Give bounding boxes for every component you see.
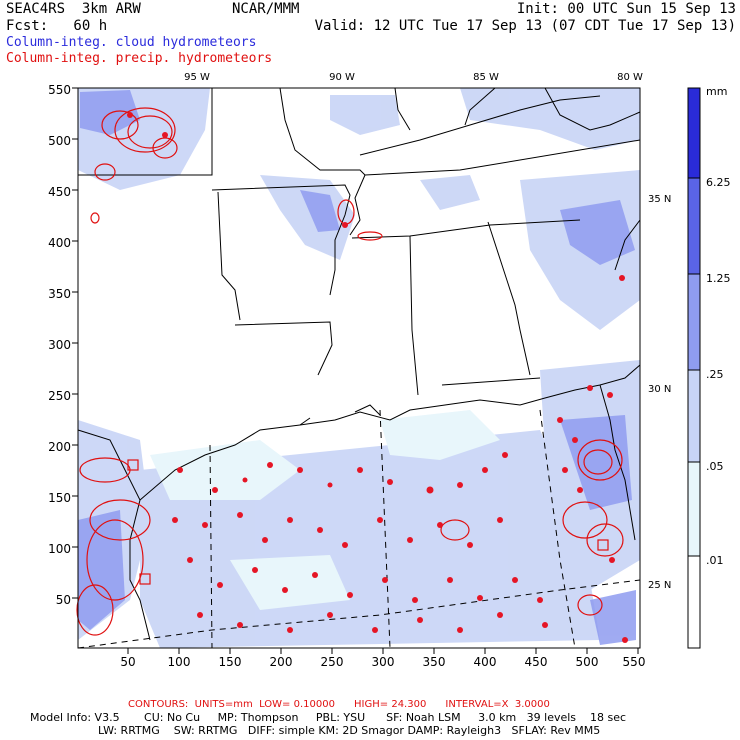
axis-ticks	[72, 87, 639, 654]
colorbar-unit: mm	[706, 85, 727, 98]
y-tick-label: 250	[48, 389, 71, 403]
x-tick-label: 100	[168, 655, 191, 669]
x-tick-label: 450	[525, 655, 548, 669]
center-name: NCAR/MMM	[232, 1, 300, 17]
colorbar-segment	[688, 178, 700, 274]
valid-time: Valid: 12 UTC Tue 17 Sep 13 (07 CDT Tue …	[314, 18, 736, 34]
y-tick-label: 150	[48, 491, 71, 505]
y-tick-label: 300	[48, 338, 71, 352]
x-tick-label: 500	[576, 655, 599, 669]
x-tick-label: 50	[120, 655, 135, 669]
longitude-label: 80 W	[617, 72, 643, 83]
colorbar: mm 6.25 1.25 .25 .05 .01	[687, 85, 731, 649]
y-tick-label: 550	[48, 83, 71, 97]
forecast-hour: Fcst: 60 h	[6, 18, 108, 34]
x-tick-label: 200	[270, 655, 293, 669]
cloud-field	[78, 88, 640, 648]
x-tick-label: 350	[423, 655, 446, 669]
legend-cloud: Column-integ. cloud hydrometeors	[6, 35, 257, 50]
longitude-labels: 95 W 90 W 85 W 80 W	[184, 72, 643, 83]
longitude-label: 85 W	[473, 72, 499, 83]
x-tick-label: 150	[219, 655, 242, 669]
y-tick-label: 50	[56, 593, 71, 607]
colorbar-segment	[688, 370, 700, 462]
model-info: Model Info: V3.5 CU: No Cu MP: Thompson …	[30, 711, 627, 724]
longitude-label: 90 W	[329, 72, 355, 83]
y-tick-label: 500	[48, 134, 71, 148]
x-axis-labels: 50 100 150 200 250 300 350 400 450 500 5…	[120, 655, 645, 669]
precip-contours	[76, 107, 624, 636]
x-tick-label: 300	[372, 655, 395, 669]
y-axis-labels: 550 500 450 400 350 300 250 200 150 100 …	[48, 83, 71, 607]
colorbar-segment	[688, 556, 700, 648]
contour-info: CONTOURS: UNITS=mm LOW= 0.10000 HIGH= 24…	[128, 699, 550, 710]
colorbar-label: .05	[706, 460, 724, 473]
latlon-grid	[77, 409, 641, 649]
init-time: Init: 00 UTC Sun 15 Sep 13	[516, 1, 736, 17]
colorbar-segment	[688, 88, 700, 178]
colorbar-label: 6.25	[706, 176, 731, 189]
colorbar-segment	[688, 462, 700, 556]
precip-cores	[127, 112, 628, 643]
x-tick-label: 400	[474, 655, 497, 669]
y-tick-label: 350	[48, 287, 71, 301]
colorbar-label: 1.25	[706, 272, 731, 285]
physics-info: LW: RRTMG SW: RRTMG DIFF: simple KM: 2D …	[98, 724, 601, 737]
legend-precip: Column-integ. precip. hydrometeors	[6, 51, 273, 66]
state-boundaries	[78, 87, 641, 396]
y-tick-label: 100	[48, 542, 71, 556]
model-title: SEAC4RS 3km ARW	[6, 1, 141, 17]
x-tick-label: 250	[321, 655, 344, 669]
latitude-label: 30 N	[648, 384, 671, 395]
y-tick-label: 450	[48, 185, 71, 199]
latitude-label: 25 N	[648, 580, 671, 591]
y-tick-label: 400	[48, 236, 71, 250]
y-tick-label: 200	[48, 440, 71, 454]
colorbar-label: .25	[706, 368, 724, 381]
latitude-label: 35 N	[648, 194, 671, 205]
longitude-label: 95 W	[184, 72, 210, 83]
x-tick-label: 550	[623, 655, 646, 669]
colorbar-label: .01	[706, 554, 724, 567]
plot-frame	[77, 87, 641, 649]
colorbar-segment	[688, 274, 700, 370]
coastline	[77, 364, 641, 641]
latitude-labels: 35 N 30 N 25 N	[648, 194, 671, 591]
